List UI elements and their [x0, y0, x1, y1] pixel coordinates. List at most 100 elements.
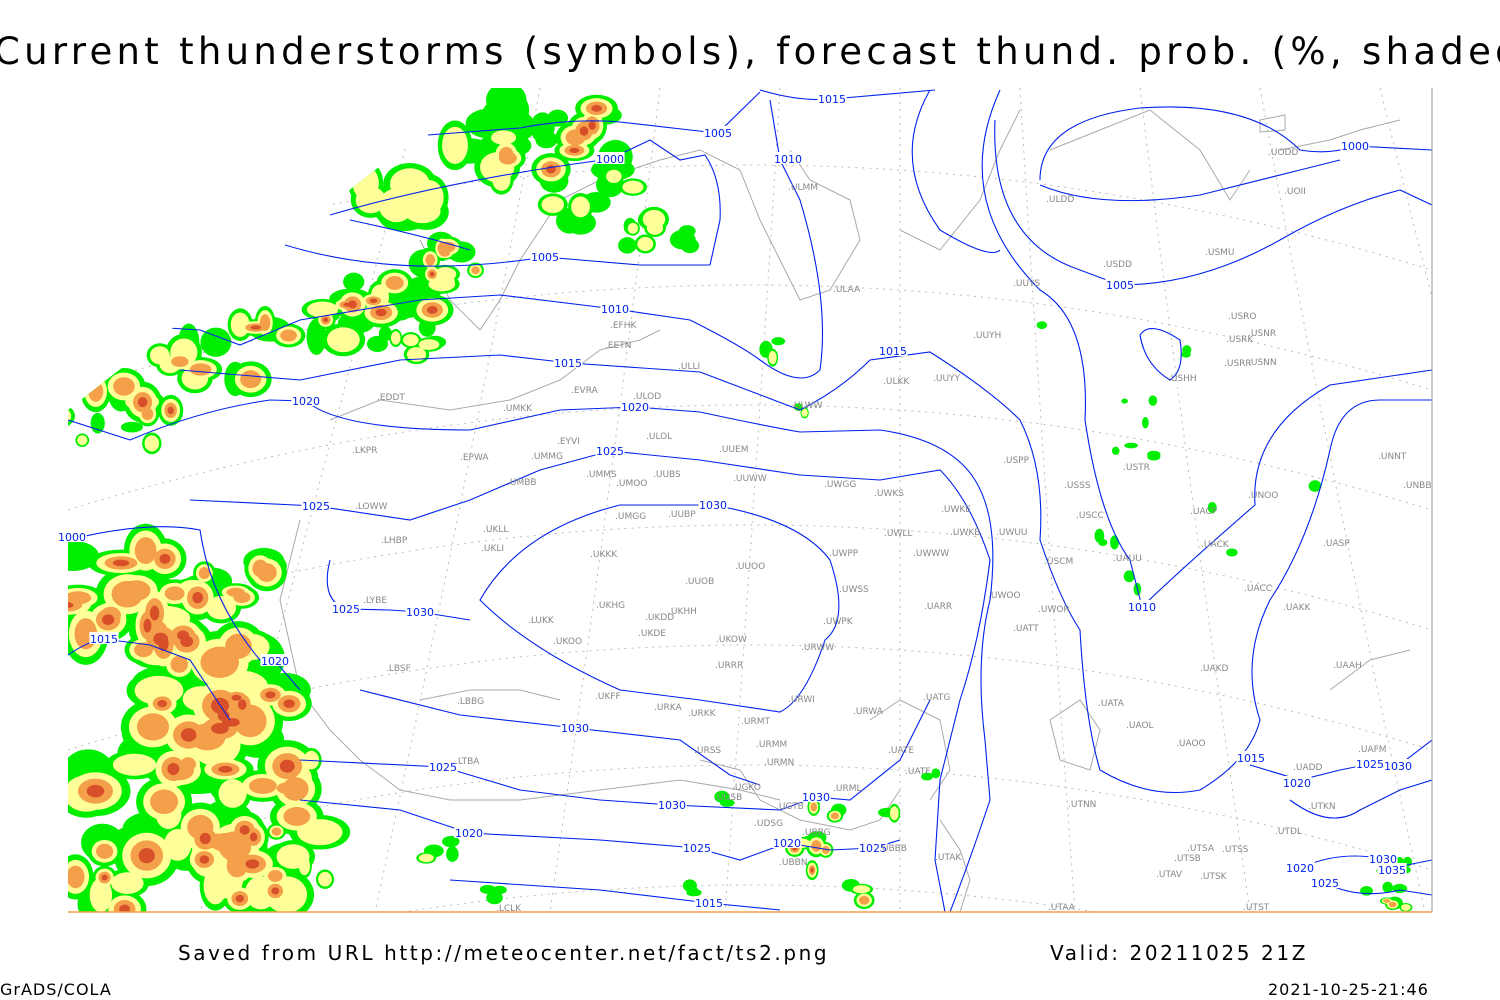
isobar-label-bg	[428, 760, 458, 772]
station-label: .UKDD	[645, 613, 674, 623]
isobar-label: 1020	[455, 827, 483, 840]
station-label: .URMM	[756, 740, 787, 750]
probability-level-0	[1182, 345, 1192, 355]
probability-level-3	[429, 271, 435, 277]
probability-level-3	[192, 592, 203, 604]
probability-level-3	[323, 317, 329, 323]
station-label: .UKOO	[553, 637, 582, 647]
isobar-label: 1000	[596, 153, 624, 166]
isobar-label: 1010	[1128, 601, 1156, 614]
isobar-label-bg	[657, 798, 687, 810]
station-label: .LBBG	[457, 697, 484, 707]
station-label: .UTAK	[935, 853, 962, 863]
isobar-label-bg	[454, 826, 484, 838]
probability-level-0	[921, 772, 934, 781]
isobar-label-bg	[773, 152, 803, 164]
probability-level-1	[327, 327, 360, 353]
isobar-label-bg	[1127, 600, 1157, 612]
probability-level-1	[889, 806, 899, 821]
probability-level-3	[143, 618, 152, 633]
coastline	[869, 699, 951, 801]
isobar-label: 1020	[773, 837, 801, 850]
probability-level-1	[306, 301, 339, 318]
isobar-line	[68, 526, 301, 691]
probability-level-1	[144, 435, 160, 452]
probability-level-2	[170, 655, 188, 673]
station-label: .UWOO	[988, 591, 1021, 601]
probability-level-1	[571, 196, 590, 218]
station-label: .USRK	[1226, 335, 1254, 345]
isobar-line	[326, 559, 471, 621]
station-label: .UWKE	[941, 505, 971, 515]
station-label: .EVRA	[571, 386, 599, 396]
isobar-label: 1025	[1356, 758, 1384, 771]
probability-level-3	[250, 325, 261, 330]
isobar-label: 1030	[561, 722, 589, 735]
probability-level-3	[348, 300, 357, 309]
probability-level-1	[1400, 904, 1411, 911]
probability-level-2	[227, 848, 244, 871]
probability-level-3	[375, 308, 387, 317]
station-label: .URMN	[764, 758, 794, 768]
probability-level-2	[233, 591, 251, 604]
isobar-label: 1025	[332, 603, 360, 616]
probability-level-3	[231, 694, 242, 701]
probability-level-0	[714, 790, 730, 803]
probability-level-0	[530, 112, 555, 143]
station-label: .UACK	[1201, 540, 1230, 550]
station-label: .UWUU	[996, 528, 1028, 538]
isobar-label: 1015	[879, 345, 907, 358]
coastline	[899, 109, 1021, 251]
coastline	[1329, 649, 1411, 691]
station-label: .UOII	[1284, 187, 1306, 197]
probability-level-0	[479, 884, 497, 894]
probability-level-1	[112, 753, 157, 776]
station-label: .UATG	[923, 693, 950, 703]
isobar-line	[449, 879, 781, 911]
probability-level-2	[68, 598, 83, 612]
probability-level-1	[298, 856, 311, 876]
isobar-label-bg	[817, 92, 847, 104]
probability-level-2	[134, 537, 157, 564]
probability-level-0	[1121, 398, 1128, 404]
probability-level-3	[167, 406, 174, 415]
isobar-label-bg	[1383, 759, 1413, 771]
station-label: .UATA	[1098, 699, 1125, 709]
probability-level-3	[265, 691, 276, 699]
probability-level-1	[418, 853, 434, 863]
station-label: .UAUU	[1113, 554, 1142, 564]
probability-level-3	[271, 887, 280, 895]
station-label: .UTSB	[1174, 854, 1201, 864]
probability-level-3	[569, 147, 580, 154]
probability-level-2	[256, 563, 277, 582]
probability-level-2	[210, 833, 242, 853]
station-label: .UATT	[1013, 624, 1039, 634]
station-label: .UTSS	[1222, 845, 1249, 855]
probability-level-2	[471, 266, 480, 275]
probability-level-0	[1124, 442, 1138, 449]
probability-level-2	[141, 407, 154, 421]
probability-level-3	[167, 762, 180, 776]
isobar-label-bg	[801, 790, 831, 802]
station-label: .UUEM	[719, 445, 749, 455]
probability-level-0	[446, 846, 459, 862]
probability-level-1	[627, 222, 639, 234]
probability-level-2	[439, 250, 450, 257]
station-label: .USCC	[1076, 511, 1104, 521]
isobar-label: 1005	[1106, 279, 1134, 292]
isobar-line	[911, 89, 1001, 254]
station-label: .UTKN	[1308, 802, 1336, 812]
probability-level-1	[622, 180, 644, 194]
station-label: .USRR	[1224, 359, 1252, 369]
probability-level-0	[1226, 548, 1238, 557]
isobar-label: 1030	[699, 499, 727, 512]
meridian-line	[724, 88, 781, 912]
isobar-label-bg	[620, 400, 650, 412]
station-label: .UAFM	[1358, 745, 1387, 755]
isobar-line	[981, 89, 1432, 609]
isobar-label-bg	[1282, 776, 1312, 788]
station-label: .USPP	[1003, 456, 1030, 466]
isobar-label: 1015	[695, 897, 723, 910]
station-label: .URWA	[853, 707, 884, 717]
probability-level-1	[218, 779, 247, 808]
